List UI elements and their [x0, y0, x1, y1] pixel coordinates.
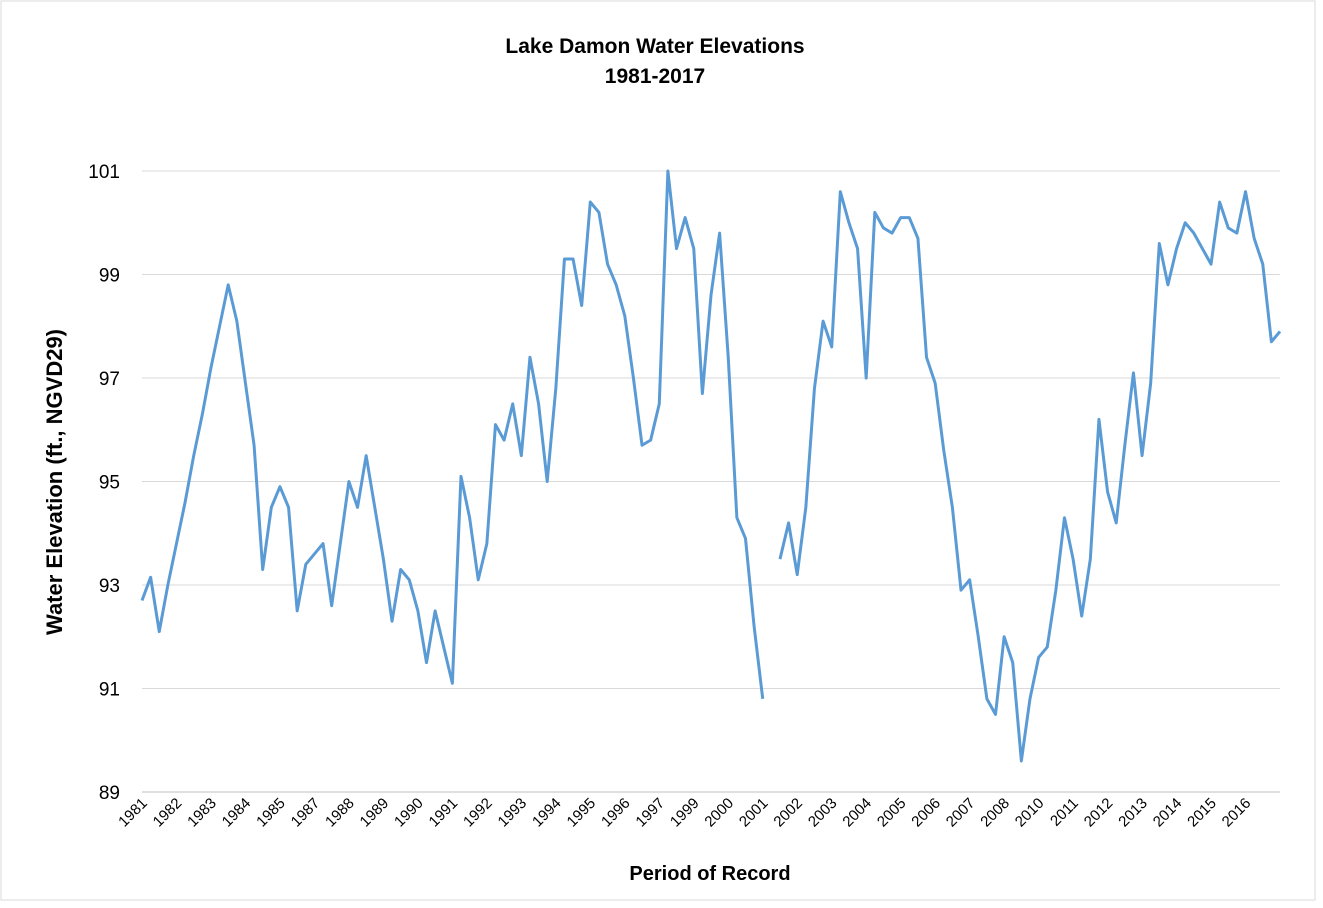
y-tick-label: 101: [88, 162, 120, 183]
y-tick-label: 91: [99, 680, 120, 701]
y-axis-label: Water Elevation (ft., NGVD29): [42, 329, 67, 635]
y-tick-label: 99: [99, 266, 120, 287]
y-tick-label: 93: [99, 576, 120, 597]
chart-subtitle: 1981-2017: [605, 65, 705, 88]
y-tick-label: 95: [99, 473, 120, 494]
y-tick-label: 89: [99, 783, 120, 804]
y-tick-label: 97: [99, 369, 120, 390]
x-axis-label: Period of Record: [629, 863, 790, 885]
data-line: [140, 169, 1282, 763]
chart-title: Lake Damon Water Elevations: [505, 35, 804, 58]
